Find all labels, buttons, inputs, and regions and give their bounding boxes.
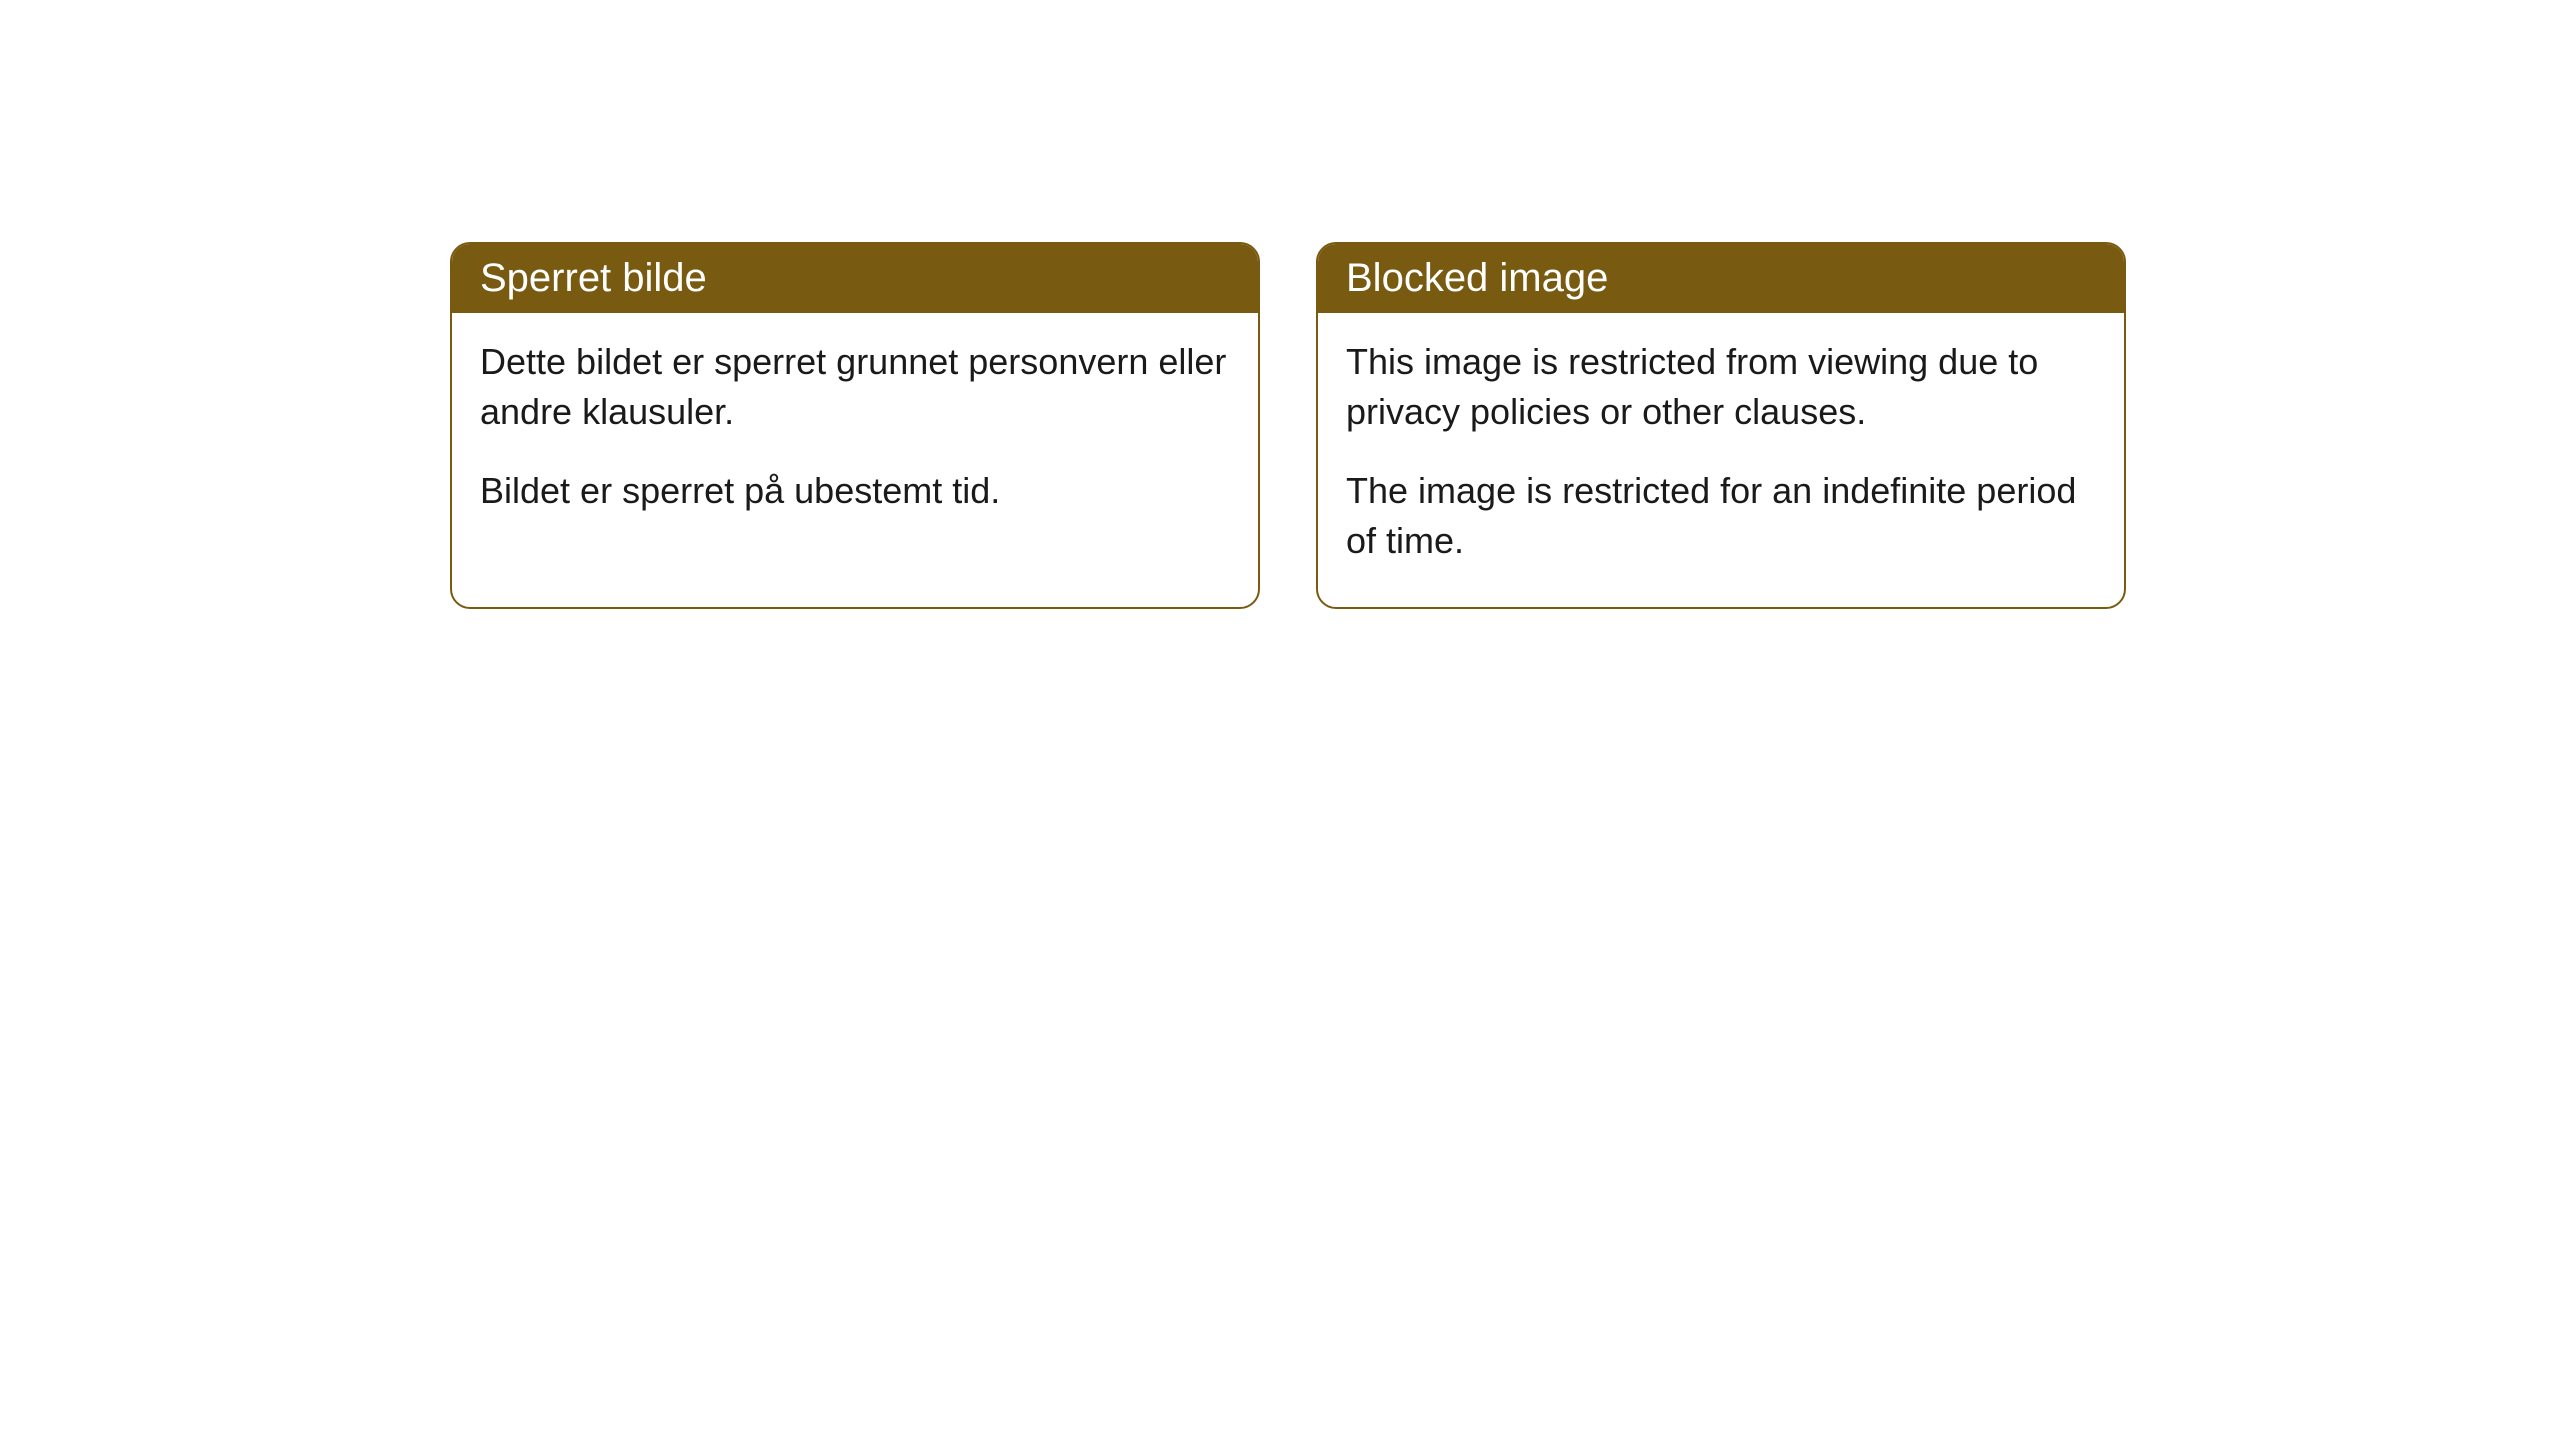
card-title: Blocked image [1346,256,1608,300]
card-body-norwegian: Dette bildet er sperret grunnet personve… [452,313,1258,556]
card-paragraph-1: Dette bildet er sperret grunnet personve… [480,337,1230,438]
blocked-image-card-english: Blocked image This image is restricted f… [1316,242,2126,609]
card-header-norwegian: Sperret bilde [452,244,1258,313]
card-paragraph-1: This image is restricted from viewing du… [1346,337,2096,438]
card-header-english: Blocked image [1318,244,2124,313]
notice-cards-container: Sperret bilde Dette bildet er sperret gr… [450,242,2126,609]
card-paragraph-2: Bildet er sperret på ubestemt tid. [480,466,1230,516]
blocked-image-card-norwegian: Sperret bilde Dette bildet er sperret gr… [450,242,1260,609]
card-title: Sperret bilde [480,256,707,300]
card-body-english: This image is restricted from viewing du… [1318,313,2124,607]
card-paragraph-2: The image is restricted for an indefinit… [1346,466,2096,567]
